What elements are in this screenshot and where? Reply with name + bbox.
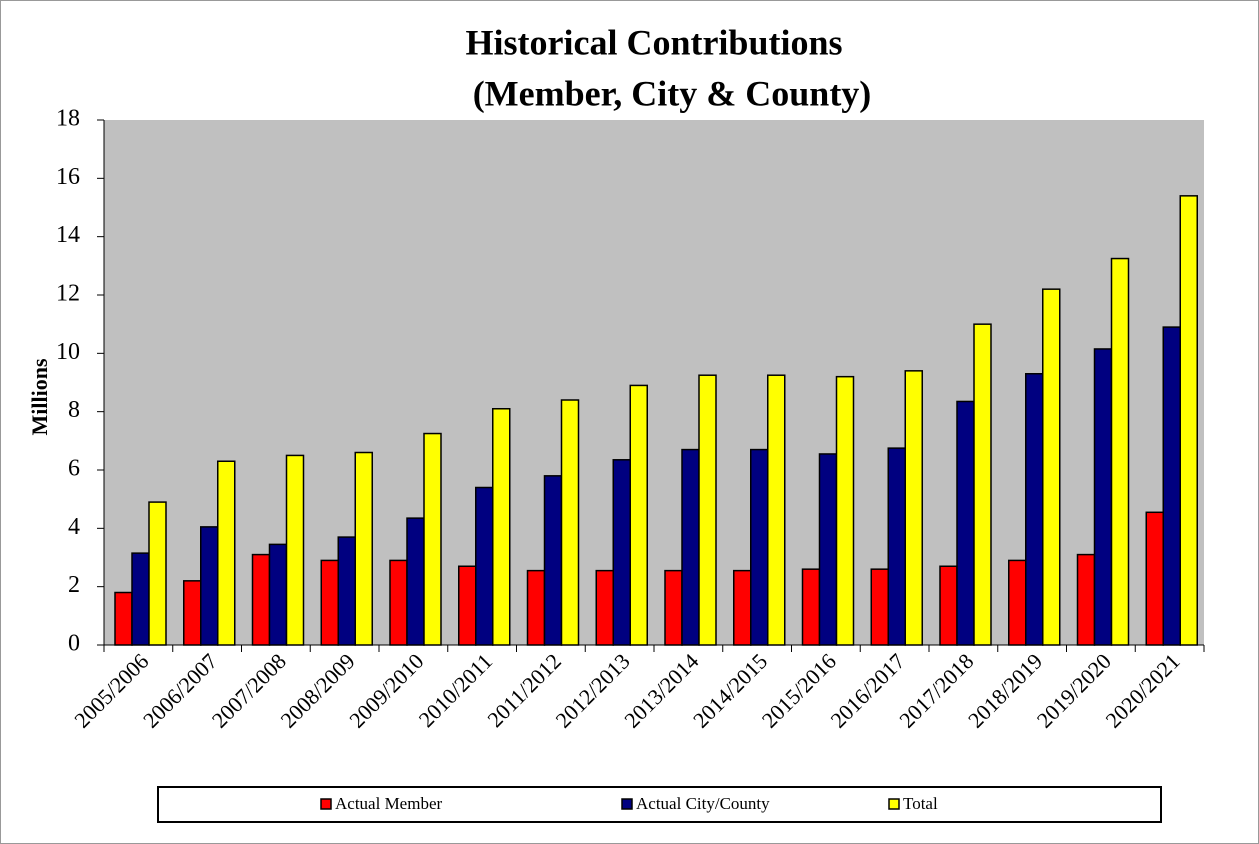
bar — [1076, 553, 1096, 646]
y-tick-label: 10 — [56, 339, 80, 365]
bar — [337, 536, 356, 646]
bar — [733, 569, 752, 646]
bar — [251, 553, 271, 646]
bar — [664, 569, 683, 646]
legend-swatch — [320, 798, 332, 810]
bar — [629, 384, 648, 646]
legend-swatch — [888, 798, 900, 810]
y-tick-label: 2 — [68, 572, 80, 598]
bar — [818, 453, 838, 646]
legend-swatch — [621, 798, 633, 810]
y-tick-label: 0 — [68, 631, 80, 657]
legend-label: Total — [903, 794, 938, 813]
bar — [870, 568, 889, 646]
bar — [354, 451, 373, 646]
legend-label: Actual City/County — [636, 794, 770, 813]
bar — [1179, 195, 1198, 646]
y-tick-label: 6 — [68, 456, 80, 482]
bar — [681, 448, 700, 646]
bar — [698, 374, 717, 646]
bar — [183, 580, 202, 646]
bar — [956, 400, 975, 646]
chart-title: Historical Contributions — [465, 22, 842, 62]
bar — [904, 370, 923, 646]
bar — [320, 559, 339, 646]
bar — [217, 460, 236, 646]
bar — [767, 374, 786, 646]
bar — [285, 454, 305, 646]
bar — [973, 323, 992, 646]
bar — [1042, 288, 1061, 646]
bar — [750, 448, 769, 646]
bar — [526, 569, 546, 646]
bar — [560, 399, 580, 646]
bar — [406, 517, 425, 646]
bar — [939, 565, 958, 646]
bar — [595, 569, 614, 646]
bar — [1110, 257, 1130, 646]
y-tick-label: 4 — [68, 514, 80, 540]
bar — [389, 559, 408, 646]
bar — [1093, 348, 1113, 646]
bar — [1145, 511, 1164, 646]
bar — [887, 447, 906, 646]
bar — [131, 552, 150, 646]
bar — [475, 486, 494, 646]
y-tick-label: 8 — [68, 397, 80, 423]
bar — [1025, 373, 1044, 646]
bar — [148, 501, 167, 646]
chart-subtitle: (Member, City & County) — [473, 73, 872, 113]
bar — [268, 543, 288, 646]
bar — [1008, 559, 1027, 646]
bar — [423, 432, 442, 646]
bar — [114, 591, 133, 646]
y-axis-label: Millions — [27, 358, 52, 435]
y-tick-label: 18 — [56, 106, 80, 132]
y-tick-label: 16 — [56, 164, 80, 190]
bar — [200, 526, 219, 646]
bar — [543, 475, 563, 646]
bar — [835, 375, 855, 646]
bar — [1162, 326, 1181, 646]
bar — [492, 408, 511, 646]
bar — [458, 565, 477, 646]
bar — [801, 568, 821, 646]
y-tick-label: 12 — [56, 281, 80, 307]
y-tick-label: 14 — [56, 222, 80, 248]
bar — [612, 459, 631, 646]
legend-label: Actual Member — [335, 794, 442, 813]
